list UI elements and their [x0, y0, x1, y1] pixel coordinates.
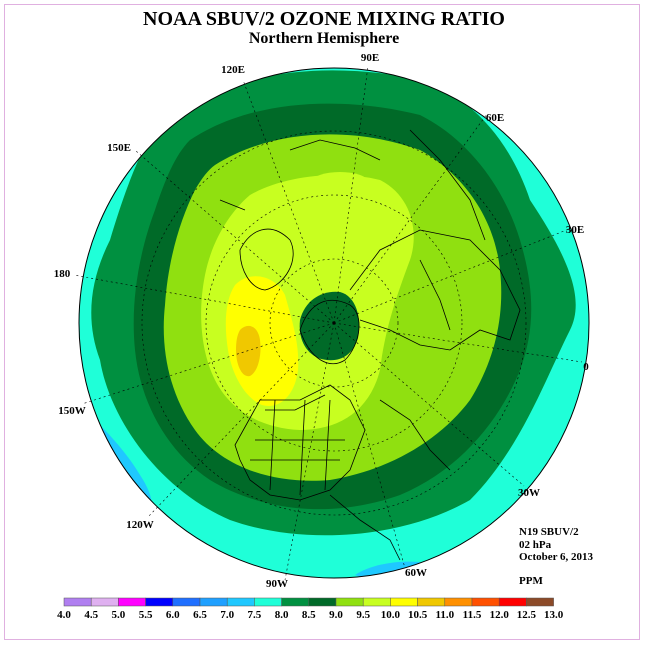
lon-label-180: 180 [54, 268, 71, 280]
colorbar-swatch [444, 597, 473, 607]
lon-label-150e: 150E [107, 142, 131, 154]
band-10.5-11.0 [236, 325, 261, 377]
figure-frame [4, 4, 640, 640]
colorbar-swatch [199, 597, 228, 607]
date-label: October 6, 2013 [519, 551, 594, 563]
colorbar-swatch [390, 597, 418, 607]
colorbar-swatch [172, 597, 201, 607]
map-title: NOAA SBUV/2 OZONE MIXING RATIO [143, 8, 505, 30]
map-boundary [78, 67, 590, 579]
colorbar-tick-label: 5.5 [139, 609, 153, 621]
lon-label-60e: 60E [486, 112, 504, 124]
units-label: PPM [519, 575, 543, 587]
lon-label-120w: 120W [126, 519, 154, 531]
lon-label-30w: 30W [518, 487, 540, 499]
colorbar-swatch [526, 597, 554, 607]
lon-label-90w: 90W [266, 578, 288, 590]
colorbar-tick-label: 10.0 [381, 609, 401, 621]
colorbar-swatch [90, 597, 119, 607]
lon-label-150w: 150W [58, 405, 86, 417]
coastlines [219, 129, 521, 561]
colorbar-swatch [118, 597, 146, 607]
colorbar-tick-label: 9.0 [329, 609, 343, 621]
lon-label-0: 0 [583, 361, 589, 373]
colorbar-swatch [254, 597, 282, 607]
colorbar-swatch [335, 597, 364, 607]
colorbar-tick-label: 8.0 [275, 609, 289, 621]
colorbar-swatch [226, 597, 255, 607]
colorbar-swatch [471, 597, 500, 607]
band-8.5-9.0-core [299, 291, 360, 361]
colorbar-swatch [362, 597, 391, 607]
colorbar-swatch [63, 597, 92, 607]
graticule [73, 65, 583, 581]
colorbar-swatch [145, 597, 174, 607]
colorbar-tick-label: 8.5 [302, 609, 316, 621]
lon-label-60w: 60W [405, 567, 427, 579]
colorbar-tick-label: 7.5 [248, 609, 262, 621]
colorbar-tick-label: 6.5 [193, 609, 207, 621]
colorbar-tick-label: 13.0 [544, 609, 564, 621]
colorbar-tick-label: 6.0 [166, 609, 180, 621]
colorbar-tick-label: 11.0 [435, 609, 454, 621]
colorbar-tick-label: 7.0 [220, 609, 234, 621]
colorbar-tick-label: 10.5 [408, 609, 428, 621]
pressure-label: 02 hPa [519, 539, 552, 551]
ozone-field [79, 68, 589, 578]
colorbar: 4.0 4.5 5.0 5.5 6.0 6.5 7.0 7.5 8.0 8.5 9.0 9.5 10.0… [57, 597, 564, 621]
colorbar-tick-label: 9.5 [356, 609, 370, 621]
colorbar-tick-label: 5.0 [112, 609, 126, 621]
lon-label-120e: 120E [221, 64, 245, 76]
lon-label-30e: 30E [566, 224, 584, 236]
colorbar-tick-label: 4.0 [57, 609, 71, 621]
colorbar-swatch [417, 597, 446, 607]
colorbar-tick-label: 4.5 [84, 609, 98, 621]
band-9.5-10.0-patch [312, 172, 368, 192]
colorbar-swatch [281, 597, 310, 607]
colorbar-tick-label: 11.5 [463, 609, 482, 621]
colorbar-tick-label: 12.5 [517, 609, 537, 621]
longitude-labels: 90E 60E 30E 0 30W 60W 90W 120W 150W 180 … [54, 52, 590, 590]
lon-label-90e: 90E [361, 52, 379, 64]
map-subtitle: Northern Hemisphere [248, 30, 400, 47]
colorbar-tick-label: 12.0 [490, 609, 510, 621]
colorbar-swatch [498, 597, 527, 607]
instrument-label: N19 SBUV/2 [519, 526, 579, 538]
colorbar-swatch [308, 597, 337, 607]
